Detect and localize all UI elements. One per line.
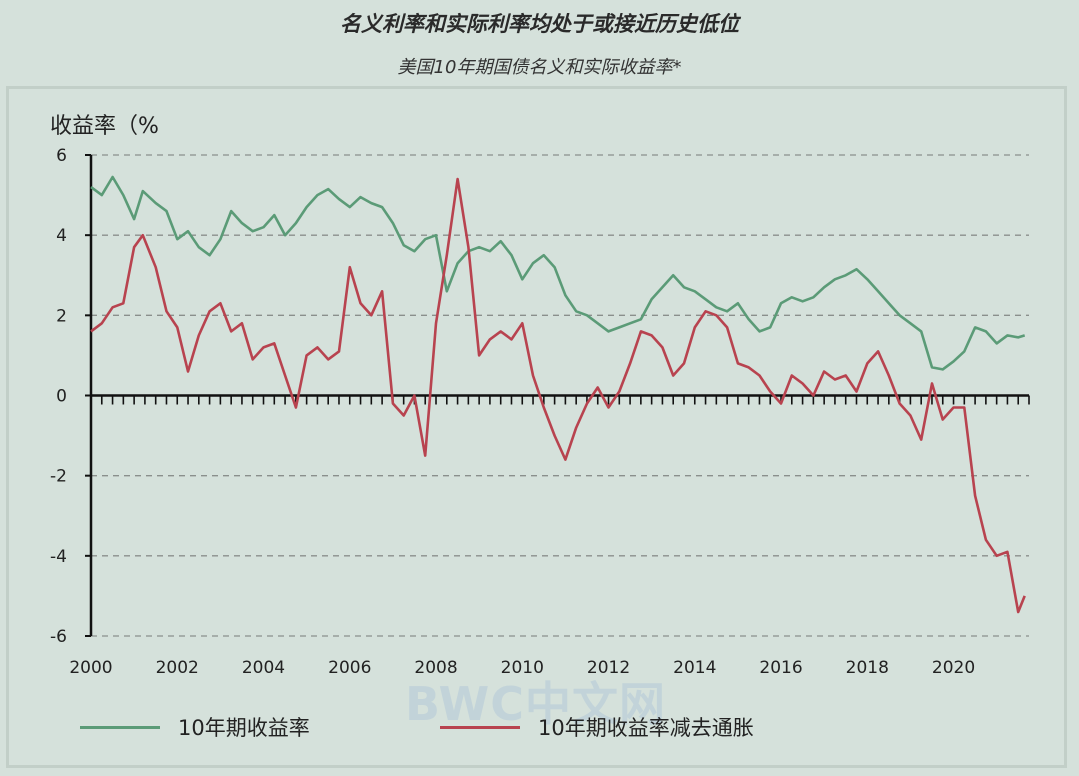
y-tick-label: -6 — [50, 627, 67, 647]
x-tick-label: 2004 — [242, 658, 285, 678]
series-lines — [90, 175, 1026, 614]
chart-subtitle: 美国10年期国债名义和实际收益率* — [397, 57, 682, 78]
gridlines — [91, 154, 1029, 637]
y-axis-label: 收益率（% — [50, 114, 159, 139]
legend-label-nominal: 10年期收益率 — [178, 716, 310, 740]
x-tick-label: 2018 — [846, 658, 889, 678]
watermark: BWC中文网 — [405, 677, 667, 731]
chart-title: 名义利率和实际利率均处于或接近历史低位 — [340, 12, 739, 36]
chart-panel — [6, 86, 1067, 768]
legend-label-real: 10年期收益率减去通胀 — [538, 716, 754, 740]
y-tick-label: 6 — [56, 146, 67, 166]
x-tick-label: 2006 — [328, 658, 371, 678]
legend-item-real: 10年期收益率减去通胀 — [440, 712, 754, 742]
y-tick-label: 2 — [56, 306, 67, 326]
x-tick-label: 2002 — [156, 658, 199, 678]
x-tick-label: 2014 — [673, 658, 716, 678]
legend-swatch-nominal — [80, 725, 160, 729]
y-tick-label: -4 — [50, 547, 67, 567]
x-tick-label: 2020 — [932, 658, 975, 678]
y-tick-label: -2 — [50, 467, 67, 487]
y-tick-label: 4 — [56, 226, 67, 246]
legend-swatch-real — [440, 725, 520, 729]
y-tick-label: 0 — [56, 387, 67, 407]
series-line-real — [90, 177, 1026, 614]
x-tick-label: 2012 — [587, 658, 630, 678]
x-tick-label: 2000 — [69, 658, 112, 678]
x-tick-label: 2008 — [414, 658, 457, 678]
series-line-nominal — [90, 175, 1026, 371]
legend-item-nominal: 10年期收益率 — [80, 712, 310, 742]
x-tick-label: 2016 — [759, 658, 802, 678]
x-tick-label: 2010 — [501, 658, 544, 678]
